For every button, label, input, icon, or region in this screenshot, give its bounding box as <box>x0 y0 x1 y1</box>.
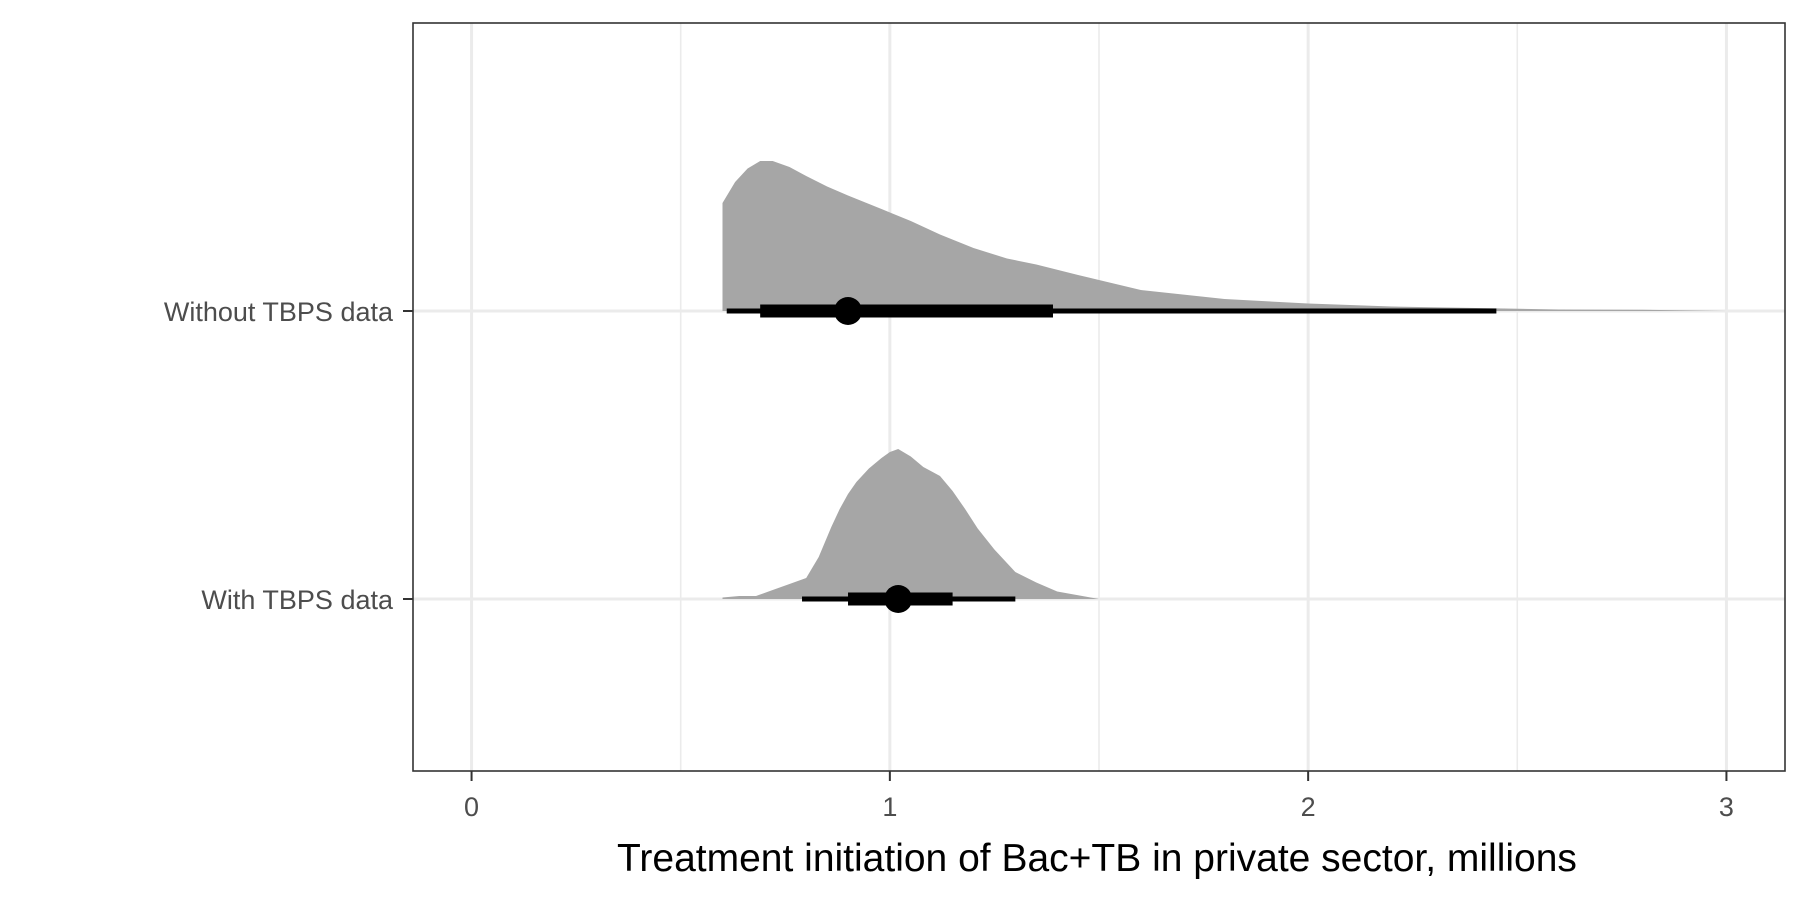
y-axis: Without TBPS data With TBPS data <box>164 297 413 615</box>
panel-border <box>412 22 1786 772</box>
median-point-with-tbps <box>884 585 913 613</box>
interval-layer <box>726 297 1497 613</box>
median-point-without-tbps <box>834 297 863 325</box>
density-without-tbps <box>722 161 1727 311</box>
y-tick-label: With TBPS data <box>201 585 394 615</box>
x-axis: 0 1 2 3 <box>464 771 1734 822</box>
x-tick-label: 1 <box>882 792 897 822</box>
major-gridlines <box>470 23 1728 771</box>
density-with-tbps <box>722 449 1099 599</box>
x-tick-label: 0 <box>464 792 479 822</box>
density-layer <box>722 161 1727 599</box>
x-tick-label: 3 <box>1719 792 1734 822</box>
x-tick-label: 2 <box>1301 792 1316 822</box>
x-axis-title: Treatment initiation of Bac+TB in privat… <box>617 837 1577 880</box>
y-tick-label: Without TBPS data <box>164 297 394 327</box>
minor-gridlines <box>679 23 1519 771</box>
